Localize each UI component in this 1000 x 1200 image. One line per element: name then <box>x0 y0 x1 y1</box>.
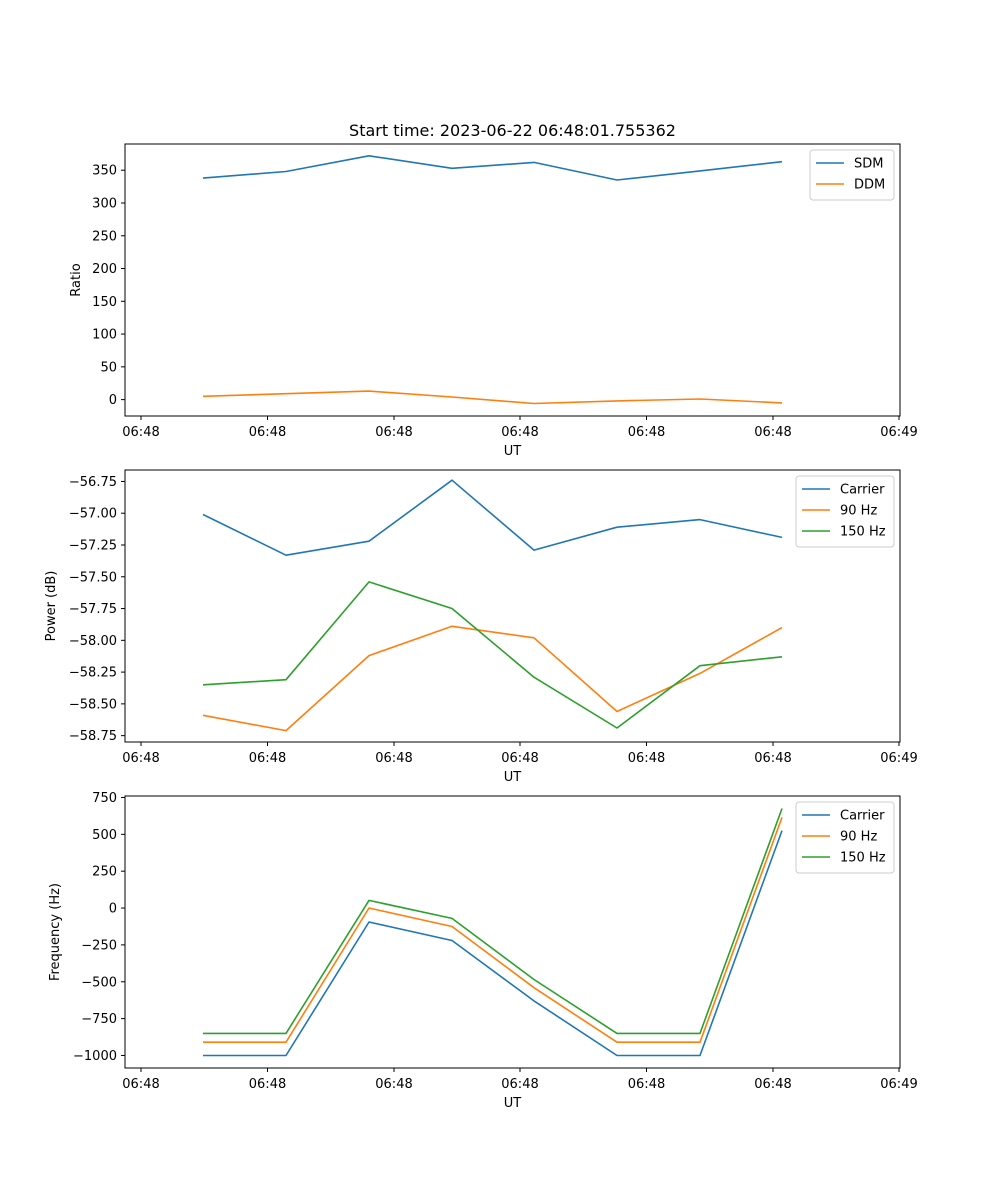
subplot-1: Start time: 2023-06-22 06:48:01.755362 06… <box>69 121 918 459</box>
legend: Carrier 90 Hz 150 Hz <box>795 475 895 548</box>
y-tick-label: −58.00 <box>69 634 117 649</box>
legend-entry-label: 150 Hz <box>840 851 886 866</box>
y-tick-label: 200 <box>92 262 117 277</box>
y-tick-label: 0 <box>109 393 117 408</box>
y-tick-label: 250 <box>92 865 117 880</box>
y-tick-label: −1000 <box>73 1049 117 1064</box>
y-tick-label: −250 <box>81 938 117 953</box>
x-tick-label: 06:48 <box>501 425 538 440</box>
y-tick-label: −58.25 <box>69 666 117 681</box>
x-tick-label: 06:49 <box>880 751 917 766</box>
axes-frame <box>124 469 901 743</box>
y-tick-label: 100 <box>92 328 117 343</box>
y-tick-label: −58.50 <box>69 697 117 712</box>
chart-title: Start time: 2023-06-22 06:48:01.755362 <box>349 121 676 140</box>
x-tick-label: 06:48 <box>249 751 286 766</box>
x-tick-label: 06:48 <box>628 751 665 766</box>
x-tick-label: 06:48 <box>375 1077 412 1092</box>
series-line-150-hz <box>202 581 783 729</box>
y-tick-label: 50 <box>100 360 117 375</box>
legend: SDM DDM <box>809 149 895 201</box>
y-tick-label: 350 <box>92 164 117 179</box>
axes-frame <box>124 143 901 417</box>
series-line-90-hz <box>202 625 783 732</box>
legend: Carrier 90 Hz 150 Hz <box>795 801 895 874</box>
y-axis-label: Frequency (Hz) <box>48 883 63 981</box>
legend-entry-label: Carrier <box>840 809 885 824</box>
legend-box <box>795 475 895 548</box>
x-axis-label: UT <box>504 444 522 459</box>
x-tick-label: 06:48 <box>628 425 665 440</box>
y-tick-label: −57.75 <box>69 602 117 617</box>
y-tick-label: −57.50 <box>69 570 117 585</box>
y-axis-label: Ratio <box>69 263 84 296</box>
y-tick-label: −56.75 <box>69 475 117 490</box>
x-tick-label: 06:48 <box>375 751 412 766</box>
x-tick-label: 06:49 <box>880 1077 917 1092</box>
y-axis-label: Power (dB) <box>44 571 59 642</box>
x-tick-label: 06:48 <box>754 751 791 766</box>
x-axis-label: UT <box>504 770 522 785</box>
y-tick-label: 0 <box>109 902 117 917</box>
legend-entry-label: Carrier <box>840 483 885 498</box>
axes-frame <box>124 795 901 1069</box>
x-tick-label: 06:48 <box>122 751 159 766</box>
x-tick-label: 06:48 <box>249 425 286 440</box>
legend-box <box>795 801 895 874</box>
y-tick-label: −500 <box>81 975 117 990</box>
series-line-ddm <box>202 390 783 405</box>
series-line-carrier <box>203 830 783 1057</box>
series-line-150-hz <box>203 808 783 1035</box>
x-tick-label: 06:48 <box>122 425 159 440</box>
legend-entry-label: 90 Hz <box>840 830 877 845</box>
legend-entry-label: SDM <box>854 157 883 172</box>
y-tick-label: 150 <box>92 295 117 310</box>
x-tick-label: 06:48 <box>249 1077 286 1092</box>
subplot-3: 06:48 06:48 06:48 06:48 06:48 06:48 06:49 UT −10… <box>48 791 918 1111</box>
x-tick-label: 06:48 <box>122 1077 159 1092</box>
x-tick-label: 06:48 <box>628 1077 665 1092</box>
y-tick-label: 250 <box>92 229 117 244</box>
y-tick-label: −57.25 <box>69 538 117 553</box>
x-tick-label: 06:48 <box>754 425 791 440</box>
y-tick-label: −750 <box>81 1012 117 1027</box>
x-tick-label: 06:48 <box>501 1077 538 1092</box>
legend-entry-label: DDM <box>854 178 885 193</box>
legend-entry-label: 90 Hz <box>840 504 877 519</box>
y-tick-label: 500 <box>92 828 117 843</box>
x-tick-label: 06:48 <box>375 425 412 440</box>
x-tick-label: 06:48 <box>754 1077 791 1092</box>
series-line-carrier <box>202 479 783 557</box>
y-tick-label: −58.75 <box>69 729 117 744</box>
y-tick-label: 750 <box>92 791 117 806</box>
x-tick-label: 06:49 <box>880 425 917 440</box>
y-tick-label: 300 <box>92 196 117 211</box>
subplot-2: 06:48 06:48 06:48 06:48 06:48 06:48 06:49 UT −58… <box>44 469 918 785</box>
x-tick-label: 06:48 <box>501 751 538 766</box>
x-axis-label: UT <box>504 1096 522 1111</box>
series-line-sdm <box>202 155 783 181</box>
y-tick-label: −57.00 <box>69 507 117 522</box>
legend-entry-label: 150 Hz <box>840 525 886 540</box>
series-line-90-hz <box>203 817 783 1043</box>
